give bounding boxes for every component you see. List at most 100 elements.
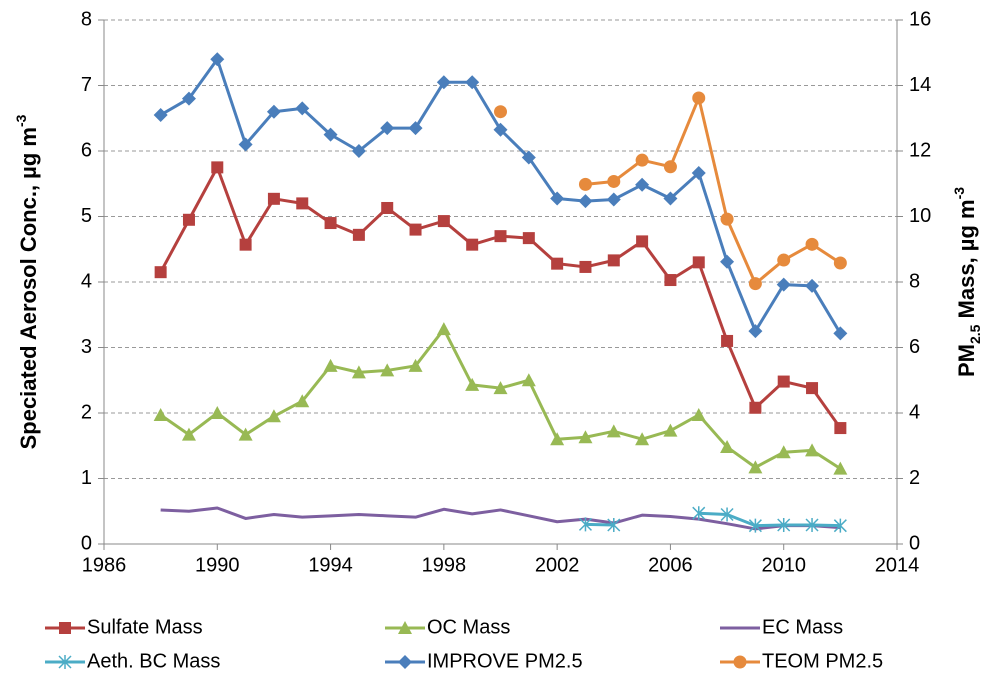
marker (692, 256, 705, 269)
y2-tick-label: 2 (909, 467, 920, 489)
marker (748, 460, 763, 474)
marker (777, 518, 791, 533)
x-tick-label: 1994 (308, 554, 353, 576)
marker (267, 192, 280, 205)
marker (579, 260, 592, 273)
y2-axis-label-part: -3 (951, 187, 967, 200)
y-tick-label: 3 (81, 336, 92, 358)
marker (805, 237, 819, 251)
marker (806, 382, 819, 395)
y-tick-label: 2 (81, 401, 92, 423)
marker (437, 215, 450, 228)
marker (777, 253, 791, 267)
marker (153, 407, 168, 421)
marker (833, 518, 847, 533)
marker (409, 223, 422, 236)
marker (465, 377, 480, 391)
series-line (159, 57, 842, 335)
marker (607, 254, 620, 267)
marker (380, 121, 395, 136)
x-tick-label: 1986 (82, 554, 127, 576)
marker (351, 144, 366, 158)
x-tick-label: 2010 (761, 554, 806, 576)
marker (465, 75, 480, 90)
marker (522, 232, 535, 245)
marker (720, 254, 735, 269)
marker (607, 518, 621, 533)
series-line (159, 327, 842, 470)
marker (833, 461, 848, 475)
marker (436, 322, 451, 336)
marker (493, 381, 508, 395)
marker (408, 121, 423, 136)
marker (550, 432, 565, 446)
y2-axis-label-part: PM (954, 344, 979, 377)
y2-tick-label: 10 (909, 205, 931, 227)
marker (748, 518, 762, 533)
marker (323, 127, 338, 142)
marker (691, 407, 706, 421)
y-tick-label: 0 (81, 532, 92, 554)
marker (58, 655, 72, 669)
marker (635, 153, 649, 167)
y-axis-label-part: -3 (13, 114, 29, 127)
marker (153, 107, 168, 122)
marker (635, 177, 650, 192)
marker (834, 422, 847, 435)
marker (181, 91, 196, 106)
marker (211, 161, 224, 174)
marker (805, 518, 819, 533)
marker (351, 365, 366, 379)
marker (266, 104, 281, 119)
marker (720, 212, 734, 226)
legend-label: IMPROVE PM2.5 (427, 650, 583, 672)
marker (578, 430, 593, 444)
marker (833, 326, 848, 341)
y-tick-label: 8 (81, 8, 92, 30)
marker (551, 257, 564, 270)
y-tick-label: 7 (81, 74, 92, 96)
marker (181, 427, 196, 441)
x-tick-label: 2014 (875, 554, 920, 576)
marker (691, 165, 706, 180)
marker (466, 238, 479, 251)
marker (805, 278, 820, 293)
legend-label: EC Mass (762, 616, 843, 638)
marker (352, 228, 365, 241)
marker (398, 621, 412, 634)
marker (606, 424, 621, 438)
series-line (585, 511, 841, 528)
y-tick-label: 6 (81, 139, 92, 161)
marker (210, 406, 225, 419)
y2-tick-label: 6 (909, 336, 920, 358)
marker (493, 122, 508, 137)
y-axis-label-part: Speciated Aerosol Conc., µg m (16, 127, 41, 449)
marker (494, 105, 507, 119)
marker (380, 363, 395, 377)
marker (521, 150, 536, 165)
y2-tick-label: 0 (909, 532, 920, 554)
marker (398, 655, 412, 669)
marker (324, 217, 337, 230)
series-line (160, 506, 841, 531)
x-tick-label: 2006 (648, 554, 693, 576)
legend-label: Aeth. BC Mass (87, 650, 220, 672)
marker (777, 375, 790, 388)
y2-tick-label: 16 (909, 8, 931, 30)
marker (295, 101, 310, 116)
marker (721, 334, 734, 347)
y-tick-label: 5 (81, 205, 92, 227)
marker (635, 432, 650, 446)
marker (663, 191, 678, 206)
marker (748, 277, 762, 291)
marker (239, 238, 252, 251)
marker (607, 174, 621, 188)
marker (408, 358, 423, 372)
marker (749, 401, 762, 414)
marker (606, 192, 621, 207)
marker (720, 507, 734, 522)
marker (296, 197, 309, 210)
marker (748, 324, 763, 339)
marker (578, 177, 592, 191)
